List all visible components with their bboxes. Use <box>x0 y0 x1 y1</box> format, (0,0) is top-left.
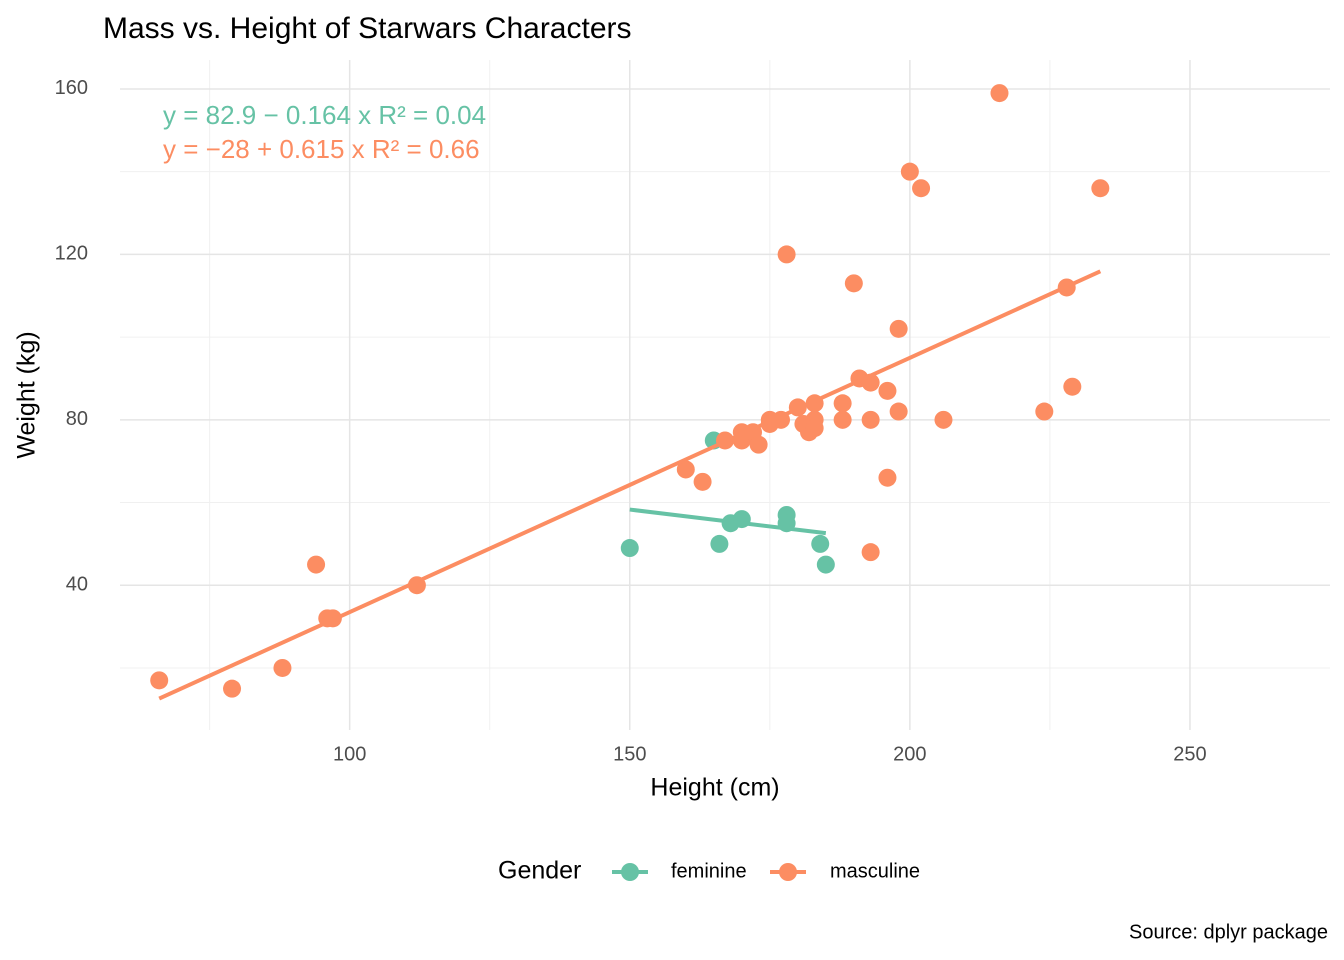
point <box>833 410 852 429</box>
point <box>620 539 639 558</box>
point <box>676 460 695 479</box>
point <box>777 245 796 264</box>
x-tick-label: 150 <box>613 743 646 765</box>
point <box>1063 377 1082 396</box>
y-tick-label: 160 <box>55 77 88 99</box>
point <box>900 162 919 181</box>
point <box>811 534 830 553</box>
y-tick-label: 80 <box>66 408 88 430</box>
legend-key-point <box>779 863 797 881</box>
point <box>878 468 897 487</box>
equation: y = −28 + 0.615 x R² = 0.66 <box>163 134 480 164</box>
chart-title: Mass vs. Height of Starwars Characters <box>103 12 632 45</box>
point <box>805 419 824 438</box>
point <box>816 555 835 574</box>
legend-key-point <box>621 863 639 881</box>
point <box>844 274 863 293</box>
point <box>1035 402 1054 421</box>
caption: Source: dplyr package <box>1129 921 1328 943</box>
y-axis-label: Weight (kg) <box>13 331 41 458</box>
point <box>934 410 953 429</box>
fit-line <box>158 269 1102 701</box>
point <box>878 381 897 400</box>
x-tick-label: 250 <box>1173 743 1206 765</box>
legend-title: Gender <box>498 857 581 885</box>
point <box>1091 179 1110 198</box>
point <box>912 179 931 198</box>
point <box>861 543 880 562</box>
point <box>273 658 292 677</box>
point <box>990 84 1009 103</box>
point <box>150 671 169 690</box>
legend-label: feminine <box>671 860 747 882</box>
x-tick-label: 100 <box>333 743 366 765</box>
y-tick-label: 40 <box>66 574 88 596</box>
legend-label: masculine <box>830 860 920 882</box>
point <box>889 402 908 421</box>
point <box>749 435 768 454</box>
point <box>223 679 242 698</box>
equation: y = 82.9 − 0.164 x R² = 0.04 <box>163 100 486 130</box>
point <box>693 472 712 491</box>
point <box>861 410 880 429</box>
x-tick-label: 200 <box>893 743 926 765</box>
point <box>833 394 852 413</box>
point <box>307 555 326 574</box>
x-axis-label: Height (cm) <box>650 774 779 802</box>
point <box>889 319 908 338</box>
fit-line <box>629 507 827 536</box>
point <box>710 534 729 553</box>
y-tick-label: 120 <box>55 243 88 265</box>
